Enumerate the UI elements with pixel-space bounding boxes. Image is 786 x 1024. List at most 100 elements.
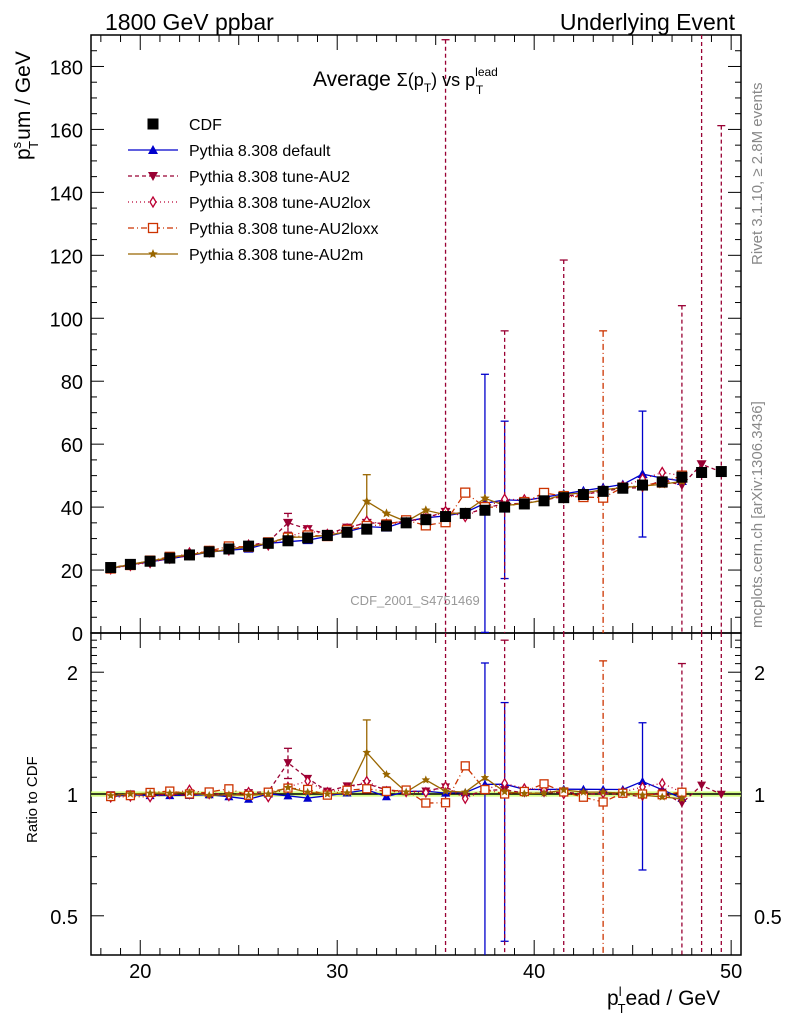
data-point-pythia-8-308-tune-au2 bbox=[696, 460, 707, 470]
data-point-pythia-8-308-tune-au2m bbox=[381, 508, 392, 518]
mcplots-label: mcplots.cern.ch [arXiv:1306.3436] bbox=[749, 401, 766, 628]
data-point-cdf bbox=[380, 520, 392, 532]
ylabel-p: p bbox=[12, 148, 35, 160]
data-point-cdf bbox=[124, 558, 136, 570]
data-point-cdf bbox=[302, 532, 314, 544]
main-error-bars bbox=[283, 35, 726, 634]
data-point-cdf bbox=[183, 549, 195, 561]
ratio-line-pythia-8-308-tune-au2 bbox=[110, 761, 722, 804]
xlabel-sup: l bbox=[619, 984, 622, 999]
ratio-point-pythia-8-308-tune-au2loxx bbox=[578, 792, 589, 802]
legend-label-pythia-8-308-default: Pythia 8.308 default bbox=[189, 143, 331, 160]
ratio-point-pythia-8-308-tune-au2loxx bbox=[440, 798, 451, 808]
ylabel-rest: um / GeV bbox=[12, 51, 35, 140]
data-point-cdf bbox=[144, 555, 156, 567]
data-point-cdf bbox=[361, 523, 373, 535]
rivet-label: Rivet 3.1.10, ≥ 2.8M events bbox=[749, 83, 766, 266]
ratio-y-tick-label-right: 0.5 bbox=[754, 907, 782, 929]
data-point-cdf bbox=[558, 492, 570, 504]
xlabel-rest: ead / GeV bbox=[626, 987, 721, 1010]
y-tick-label: 160 bbox=[50, 120, 83, 142]
y-tick-label: 0 bbox=[72, 624, 83, 646]
data-point-pythia-8-308-tune-au2 bbox=[676, 481, 687, 491]
ratio-point-pythia-8-308-tune-au2loxx bbox=[480, 784, 490, 795]
y-tick-label: 20 bbox=[61, 561, 83, 583]
y-tick-label: 120 bbox=[50, 246, 83, 268]
data-point-cdf bbox=[499, 501, 511, 513]
legend-marker-pythia-8-308-default bbox=[148, 145, 158, 154]
ratio-point-pythia-8-308-tune-au2 bbox=[697, 781, 707, 790]
legend: CDF Pythia 8.308 default Pythia 8.308 tune… bbox=[128, 117, 378, 264]
ratio-point-pythia-8-308-tune-au2m bbox=[461, 787, 470, 796]
ratio-point-pythia-8-308-tune-au2m bbox=[244, 790, 253, 799]
title-sup: lead bbox=[475, 65, 498, 79]
ratio-point-pythia-8-308-tune-au2m bbox=[520, 789, 529, 798]
data-point-cdf bbox=[479, 504, 491, 516]
title-prefix: Average bbox=[313, 68, 397, 91]
ratio-point-pythia-8-308-tune-au2m bbox=[303, 787, 312, 796]
main-series-lines bbox=[110, 463, 722, 570]
data-point-cdf bbox=[203, 546, 215, 558]
ratio-series-markers bbox=[106, 748, 726, 808]
data-point-pythia-8-308-tune-au2lox bbox=[658, 466, 666, 479]
y-tick-label: 180 bbox=[50, 57, 83, 79]
ratio-point-pythia-8-308-tune-au2loxx bbox=[362, 784, 372, 794]
ratio-point-pythia-8-308-tune-au2m bbox=[165, 788, 175, 797]
data-point-cdf bbox=[282, 535, 294, 547]
data-point-cdf bbox=[518, 498, 530, 510]
legend-marker-pythia-8-308-tune-au2m bbox=[148, 249, 158, 258]
ratio-point-pythia-8-308-tune-au2m bbox=[401, 787, 411, 796]
ratio-point-pythia-8-308-tune-au2lox bbox=[422, 786, 430, 799]
data-point-cdf bbox=[105, 562, 117, 574]
xlabel-sub: T bbox=[618, 1001, 626, 1016]
ratio-axes: 0.5 0.5 1 1 2 2 bbox=[50, 639, 782, 929]
ratio-point-pythia-8-308-tune-au2loxx bbox=[539, 779, 549, 789]
legend-label-pythia-8-308-tune-au2lox: Pythia 8.308 tune-AU2lox bbox=[189, 195, 370, 212]
ratio-y-tick-label: 0.5 bbox=[50, 907, 78, 929]
x-tick-label: 40 bbox=[523, 961, 545, 983]
main-series-markers bbox=[105, 460, 727, 576]
ratio-point-pythia-8-308-tune-au2m bbox=[638, 790, 647, 799]
ratio-point-pythia-8-308-tune-au2m bbox=[283, 783, 293, 792]
ylabel-sup: s bbox=[9, 141, 24, 148]
ratio-point-pythia-8-308-tune-au2loxx bbox=[381, 786, 392, 797]
ratio-point-pythia-8-308-tune-au2m bbox=[559, 785, 568, 794]
data-point-cdf bbox=[617, 482, 629, 494]
data-point-cdf bbox=[459, 507, 471, 519]
data-point-cdf bbox=[696, 466, 708, 478]
ratio-y-tick-label-right: 1 bbox=[754, 785, 765, 807]
ratio-y-tick-label: 1 bbox=[67, 785, 78, 807]
data-point-cdf bbox=[400, 517, 412, 529]
title-sub2: T bbox=[476, 83, 484, 97]
ratio-point-pythia-8-308-tune-au2m bbox=[382, 770, 391, 779]
x-axis-label: pl Tead / GeV bbox=[607, 984, 720, 1016]
data-point-cdf bbox=[440, 511, 452, 523]
data-point-cdf bbox=[656, 476, 668, 488]
ratio-point-pythia-8-308-tune-au2m bbox=[204, 790, 214, 799]
ratio-point-pythia-8-308-tune-au2m bbox=[106, 791, 115, 800]
data-point-cdf bbox=[243, 540, 255, 552]
ratio-point-pythia-8-308-tune-au2m bbox=[185, 788, 194, 797]
legend-label-pythia-8-308-tune-au2m: Pythia 8.308 tune-AU2m bbox=[189, 247, 363, 264]
ratio-point-pythia-8-308-tune-au2loxx bbox=[460, 761, 470, 771]
legend-label-pythia-8-308-tune-au2loxx: Pythia 8.308 tune-AU2loxx bbox=[189, 221, 378, 238]
y-tick-label: 140 bbox=[50, 183, 83, 205]
ratio-point-pythia-8-308-tune-au2m bbox=[421, 775, 431, 784]
data-point-pythia-8-308-tune-au2m bbox=[480, 493, 490, 503]
ratio-point-pythia-8-308-tune-au2m bbox=[500, 787, 509, 796]
ratio-point-pythia-8-308-tune-au2m bbox=[264, 789, 273, 798]
data-point-pythia-8-308-tune-au2m bbox=[362, 496, 372, 506]
ratio-point-pythia-8-308-tune-au2lox bbox=[461, 792, 469, 805]
ratio-point-pythia-8-308-tune-au2loxx bbox=[598, 797, 608, 807]
xlabel-p: p bbox=[607, 987, 619, 1010]
ratio-point-pythia-8-308-default bbox=[638, 776, 648, 785]
data-point-pythia-8-308-tune-au2m bbox=[421, 505, 431, 515]
y-tick-label: 100 bbox=[50, 309, 83, 331]
ratio-y-tick-label-right: 2 bbox=[754, 663, 765, 685]
title-sub1: T bbox=[424, 81, 432, 95]
y-tick-label: 40 bbox=[61, 498, 83, 520]
ratio-point-pythia-8-308-tune-au2m bbox=[539, 788, 549, 797]
ratio-point-pythia-8-308-tune-au2m bbox=[224, 790, 234, 799]
data-point-pythia-8-308-tune-au2 bbox=[282, 518, 293, 528]
